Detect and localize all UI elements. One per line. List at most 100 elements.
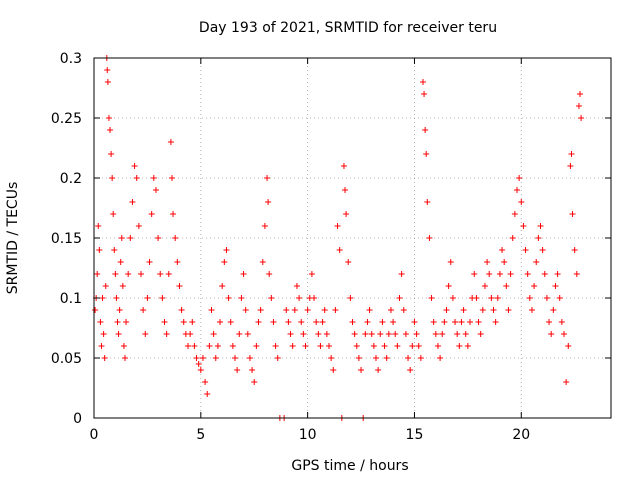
data-point	[221, 259, 228, 265]
data-point	[112, 271, 119, 277]
data-point	[92, 307, 99, 313]
data-point	[554, 271, 561, 277]
data-point	[238, 295, 245, 301]
data-point	[108, 151, 115, 157]
data-point	[104, 67, 111, 73]
data-point	[304, 307, 311, 313]
x-tick-label: 15	[406, 427, 424, 443]
x-tick-label: 5	[196, 427, 205, 443]
data-point	[568, 151, 575, 157]
data-point	[383, 355, 390, 361]
data-point	[471, 271, 478, 277]
data-point	[375, 367, 382, 373]
data-point	[159, 295, 166, 301]
y-axis-ticks: 0 0.05 0.1 0.15 0.2 0.25 0.3	[51, 51, 611, 427]
data-point	[405, 355, 412, 361]
data-point	[486, 271, 493, 277]
data-point	[202, 379, 209, 385]
data-point	[210, 331, 217, 337]
data-point	[121, 355, 128, 361]
data-point	[227, 319, 234, 325]
data-point	[123, 319, 130, 325]
data-point	[96, 247, 103, 253]
data-point	[398, 271, 405, 277]
data-point	[115, 331, 122, 337]
data-point	[518, 199, 525, 205]
x-tick-label: 10	[299, 427, 317, 443]
data-point	[407, 367, 414, 373]
data-point	[120, 343, 127, 349]
data-point	[283, 307, 290, 313]
data-point	[528, 307, 535, 313]
data-point	[578, 115, 585, 121]
data-point	[355, 355, 362, 361]
data-point	[225, 295, 232, 301]
data-point	[402, 331, 409, 337]
data-point	[323, 331, 330, 337]
data-point	[492, 319, 499, 325]
data-point	[170, 211, 177, 217]
data-point	[387, 307, 394, 313]
data-point	[195, 361, 202, 367]
data-point	[505, 307, 512, 313]
data-point	[334, 223, 341, 229]
data-point	[552, 283, 559, 289]
data-point	[460, 307, 467, 313]
data-point	[313, 319, 320, 325]
data-point	[503, 283, 510, 289]
data-point	[300, 331, 307, 337]
data-point	[330, 367, 337, 373]
data-point	[197, 367, 204, 373]
data-point	[178, 307, 185, 313]
data-point	[246, 355, 253, 361]
data-point	[336, 247, 343, 253]
data-point	[392, 331, 399, 337]
data-point	[447, 259, 454, 265]
data-point	[229, 343, 236, 349]
data-point	[117, 259, 124, 265]
data-point	[94, 271, 101, 277]
data-point	[413, 331, 420, 337]
plot-frame	[93, 57, 612, 419]
data-point	[102, 283, 109, 289]
chart-title: Day 193 of 2021, SRMTID for receiver ter…	[199, 20, 497, 36]
data-point	[567, 163, 574, 169]
data-point	[561, 331, 567, 337]
data-point	[420, 79, 426, 85]
data-point	[507, 271, 514, 277]
data-point	[293, 283, 300, 289]
data-point	[577, 91, 584, 97]
data-point	[161, 319, 168, 325]
y-tick-label: 0.2	[60, 171, 82, 187]
data-point	[223, 247, 230, 253]
data-point	[342, 187, 349, 193]
data-point	[95, 223, 102, 229]
data-point	[105, 115, 112, 121]
data-point	[326, 343, 332, 349]
y-axis-title: SRMTID / TECUs	[5, 182, 21, 295]
data-point	[548, 331, 555, 337]
data-point	[206, 343, 213, 349]
data-point	[494, 295, 501, 301]
data-point	[165, 271, 172, 277]
data-point	[362, 331, 369, 337]
y-tick-label: 0.15	[51, 231, 82, 247]
data-point	[520, 223, 527, 229]
data-point	[98, 343, 105, 349]
data-point	[441, 319, 448, 325]
data-point	[253, 343, 260, 349]
data-point	[456, 343, 463, 349]
data-point	[298, 319, 305, 325]
data-point	[114, 319, 121, 325]
data-point	[144, 295, 151, 301]
data-point	[343, 211, 350, 217]
data-point	[424, 199, 431, 205]
data-point	[234, 367, 241, 373]
data-point	[135, 223, 142, 229]
data-point	[191, 343, 198, 349]
data-point	[556, 295, 563, 301]
grid	[94, 58, 611, 418]
data-point	[212, 355, 219, 361]
data-point	[537, 223, 544, 229]
data-point	[311, 295, 318, 301]
